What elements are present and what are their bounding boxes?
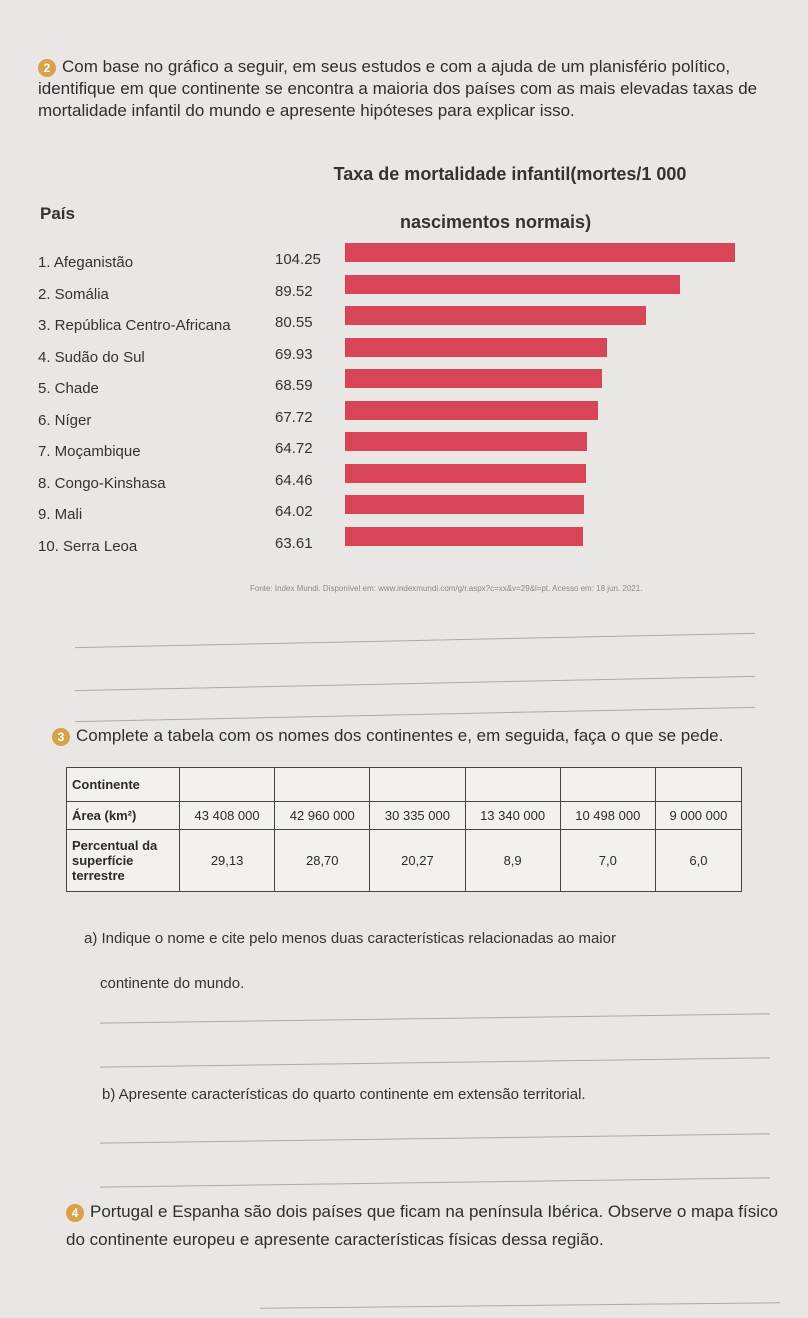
table-cell: 30 335 000 bbox=[369, 801, 466, 830]
question-3b: b) Apresente características do quarto c… bbox=[102, 1086, 586, 1103]
row-header-continent: Continente bbox=[66, 767, 180, 802]
table-cell bbox=[559, 767, 656, 802]
table-cell: 43 408 000 bbox=[178, 801, 276, 830]
row-header-area: Área (km²) bbox=[66, 801, 180, 830]
bar bbox=[345, 526, 583, 546]
table-cell: 8,9 bbox=[464, 829, 561, 892]
bar bbox=[345, 495, 585, 514]
bar-value-label: 68.59 bbox=[275, 377, 313, 394]
question-3a-line2: continente do mundo. bbox=[100, 975, 245, 992]
bar bbox=[345, 463, 587, 483]
question-4: 4 Portugal e Espanha são dois países que … bbox=[66, 1198, 782, 1254]
table-cell bbox=[464, 767, 561, 802]
table-cell: 42 960 000 bbox=[274, 801, 371, 830]
question-2-number: 2 bbox=[38, 58, 56, 77]
bar-value-label: 64.46 bbox=[275, 471, 313, 489]
answer-line bbox=[75, 706, 755, 723]
chart-title-line1: Taxa de mortalidade infantil(mortes/1 00… bbox=[333, 164, 687, 184]
answer-line bbox=[100, 1013, 770, 1024]
question-3: 3 Complete a tabela com os nomes dos cont… bbox=[52, 726, 723, 746]
table-cell: 9 000 000 bbox=[654, 801, 743, 830]
question-3a-line1: a) Indique o nome e cite pelo menos duas… bbox=[84, 930, 616, 947]
question-2: 2 Com base no gráfico a seguir, em seus e… bbox=[38, 56, 778, 122]
bar bbox=[345, 274, 680, 294]
country-label: 10. Serra Leoa bbox=[38, 537, 138, 555]
row-header-percent: Percentual da superfície terrestre bbox=[66, 829, 180, 892]
bar bbox=[345, 400, 599, 420]
table-cell: 6,0 bbox=[654, 829, 743, 892]
bar bbox=[345, 432, 588, 451]
answer-line bbox=[100, 1177, 770, 1188]
table-row: Percentual da superfície terrestre 29,13… bbox=[66, 829, 743, 892]
chart-title-line2: nascimentos normais) bbox=[400, 212, 592, 232]
bar-value-label: 67.72 bbox=[275, 408, 313, 426]
table-cell: 10 498 000 bbox=[559, 801, 656, 830]
answer-line bbox=[260, 1302, 780, 1309]
country-label: 5. Chade bbox=[38, 380, 99, 397]
question-3-text: Complete a tabela com os nomes dos conti… bbox=[76, 726, 724, 745]
bar-value-label: 64.02 bbox=[275, 503, 313, 520]
chart-source: Fonte: Index Mundi. Disponível em: www.i… bbox=[250, 584, 643, 593]
country-label: 9. Mali bbox=[38, 506, 83, 523]
bar bbox=[345, 337, 607, 357]
bar-value-label: 80.55 bbox=[275, 314, 313, 331]
chart-column-country: País bbox=[40, 204, 75, 223]
bar-value-label: 89.52 bbox=[275, 282, 313, 300]
bar bbox=[345, 369, 602, 388]
country-label: 3. República Centro-Africana bbox=[38, 317, 231, 334]
table-cell bbox=[178, 767, 276, 802]
answer-line bbox=[75, 632, 755, 649]
question-4-number: 4 bbox=[66, 1203, 84, 1222]
table-row: Continente bbox=[66, 767, 743, 802]
table-cell: 29,13 bbox=[178, 829, 276, 892]
bar-value-label: 104.25 bbox=[275, 251, 321, 268]
table-cell bbox=[274, 767, 371, 802]
table-cell: 13 340 000 bbox=[464, 801, 561, 830]
country-label: 6. Níger bbox=[38, 411, 92, 429]
table-cell bbox=[369, 767, 466, 802]
country-label: 8. Congo-Kinshasa bbox=[38, 474, 166, 492]
country-label: 2. Somália bbox=[38, 285, 109, 303]
bar-value-label: 69.93 bbox=[275, 345, 313, 363]
country-label: 4. Sudão do Sul bbox=[38, 348, 145, 366]
country-label: 1. Afeganistão bbox=[38, 254, 134, 271]
country-label: 7. Moçambique bbox=[38, 443, 141, 460]
table-cell bbox=[654, 767, 743, 802]
table-cell: 28,70 bbox=[274, 829, 371, 892]
table-cell: 7,0 bbox=[559, 829, 656, 892]
answer-line bbox=[100, 1133, 770, 1144]
question-3-number: 3 bbox=[52, 727, 70, 746]
table-cell: 20,27 bbox=[369, 829, 466, 892]
answer-line bbox=[75, 675, 755, 692]
bar-value-label: 64.72 bbox=[275, 440, 313, 457]
question-2-text: Com base no gráfico a seguir, em seus es… bbox=[38, 57, 758, 120]
answer-line bbox=[100, 1057, 770, 1068]
continents-table: Continente Área (km²) 43 408 000 42 960 … bbox=[66, 767, 743, 892]
bar-value-label: 63.61 bbox=[275, 534, 313, 552]
question-4-text: Portugal e Espanha são dois países que f… bbox=[66, 1202, 778, 1249]
bar bbox=[345, 306, 647, 325]
bar bbox=[345, 243, 735, 262]
table-row: Área (km²) 43 408 000 42 960 000 30 335 … bbox=[66, 801, 743, 830]
